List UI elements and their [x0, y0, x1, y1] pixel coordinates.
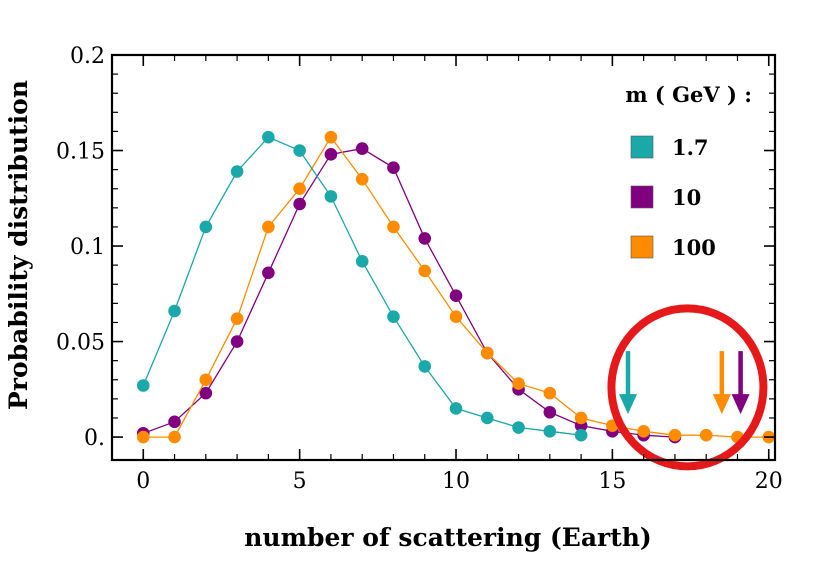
data-point: [387, 161, 400, 175]
data-point: [199, 386, 213, 400]
legend-title: m ( GeV ) :: [625, 82, 752, 107]
data-point: [387, 310, 400, 324]
data-point: [449, 310, 463, 324]
arrow-marker-1-7: [619, 351, 638, 415]
data-point: [293, 144, 306, 157]
data-point: [199, 373, 213, 387]
series-100: [136, 130, 776, 444]
arrow-marker-100: [712, 351, 731, 415]
data-point: [418, 264, 432, 278]
data-point: [512, 421, 525, 434]
data-point: [418, 360, 432, 373]
data-point: [699, 428, 713, 442]
annotation-layer: [607, 304, 768, 471]
data-point: [512, 377, 525, 390]
data-point: [230, 335, 244, 348]
x-tick-label: 5: [293, 469, 307, 494]
data-point: [230, 165, 244, 178]
highlight-circle: [607, 304, 768, 471]
data-point: [136, 430, 150, 444]
arrow-head: [731, 394, 750, 415]
arrow-marker-10: [731, 351, 750, 415]
y-tick-label: 0.15: [56, 140, 105, 165]
y-tick-label: 0.2: [70, 44, 105, 69]
data-point: [355, 172, 369, 186]
data-point: [168, 304, 181, 318]
legend-swatch: [630, 135, 654, 159]
legend-label: 1.7: [672, 135, 709, 160]
data-point: [199, 220, 213, 234]
x-axis-title: number of scattering (Earth): [244, 523, 652, 552]
data-point: [324, 148, 338, 161]
data-point: [418, 232, 432, 245]
series-line: [143, 147, 675, 438]
x-tick-label: 20: [755, 469, 783, 494]
data-point: [637, 425, 650, 438]
data-point: [355, 255, 369, 268]
legend-item-10: 10: [630, 185, 701, 210]
data-point: [480, 346, 494, 360]
y-tick-label: 0.: [84, 426, 105, 451]
data-point: [262, 220, 275, 234]
ticks-layer: 0 5 10 15 20 0. 0.05 0.1 0.15 0.2: [56, 44, 783, 494]
data-point: [449, 402, 463, 415]
data-point: [168, 415, 181, 429]
data-point: [480, 411, 494, 425]
legend-label: 100: [672, 235, 716, 260]
data-point: [668, 428, 682, 442]
data-point: [355, 142, 369, 155]
series-layer: [136, 130, 776, 444]
data-point: [574, 428, 588, 442]
legend-label: 10: [672, 185, 701, 210]
data-point: [262, 266, 275, 280]
data-point: [168, 430, 181, 444]
data-point: [543, 386, 557, 400]
plot-frame: [110, 53, 777, 462]
x-tick-label: 0: [136, 469, 150, 494]
data-point: [262, 130, 275, 144]
data-point: [543, 425, 557, 438]
arrow-head: [619, 394, 638, 415]
legend: m ( GeV ) : 1.7 10 100: [625, 82, 752, 260]
series-1-7: [136, 130, 588, 442]
legend-item-1-7: 1.7: [630, 135, 709, 160]
legend-swatch: [630, 235, 654, 259]
x-tick-label: 15: [598, 469, 626, 494]
series-10: [136, 142, 682, 444]
y-tick-label: 0.05: [56, 331, 105, 356]
y-axis-title: Probability distribution: [4, 80, 33, 410]
y-tick-label: 0.1: [70, 235, 105, 260]
data-point: [574, 411, 588, 425]
legend-item-100: 100: [630, 235, 716, 260]
data-point: [543, 405, 557, 419]
data-point: [136, 379, 150, 392]
data-point: [387, 220, 400, 234]
arrow-head: [712, 394, 731, 415]
data-point: [449, 289, 463, 303]
series-line: [143, 135, 769, 438]
data-point: [324, 130, 338, 144]
data-point: [324, 190, 338, 203]
x-tick-label: 10: [442, 469, 470, 494]
data-point: [230, 312, 244, 325]
legend-swatch: [630, 185, 654, 209]
data-point: [293, 182, 306, 196]
data-point: [293, 197, 306, 211]
